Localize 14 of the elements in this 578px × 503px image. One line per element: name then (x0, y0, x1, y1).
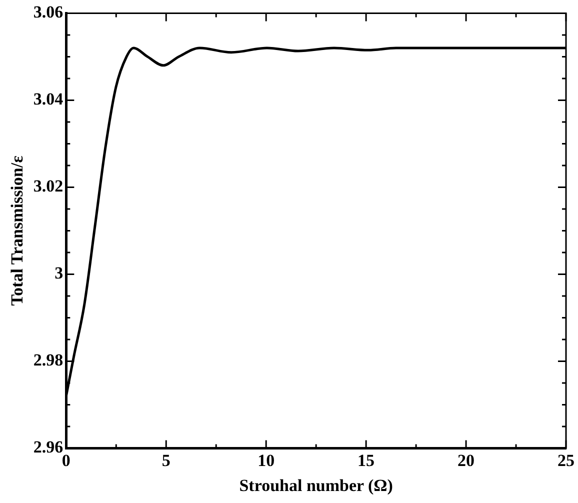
x-tick-label: 5 (162, 450, 170, 470)
x-tick-label: 0 (62, 450, 70, 470)
x-tick-label: 20 (458, 450, 475, 470)
y-tick-label: 2.96 (33, 438, 64, 457)
x-tick-label: 25 (558, 450, 574, 470)
x-tick-label: 15 (358, 450, 375, 470)
y-tick-label: 3.02 (33, 176, 64, 196)
y-tick-label: 3.06 (33, 2, 64, 22)
x-axis-title: Strouhal number (Ω) (239, 476, 393, 496)
y-tick-label: 3.04 (33, 90, 64, 109)
y-tick-label: 2.98 (33, 350, 64, 370)
x-tick-label: 10 (258, 450, 275, 470)
y-axis-title: Total Transmission/ε (8, 156, 27, 306)
y-tick-label: 3 (54, 264, 64, 283)
